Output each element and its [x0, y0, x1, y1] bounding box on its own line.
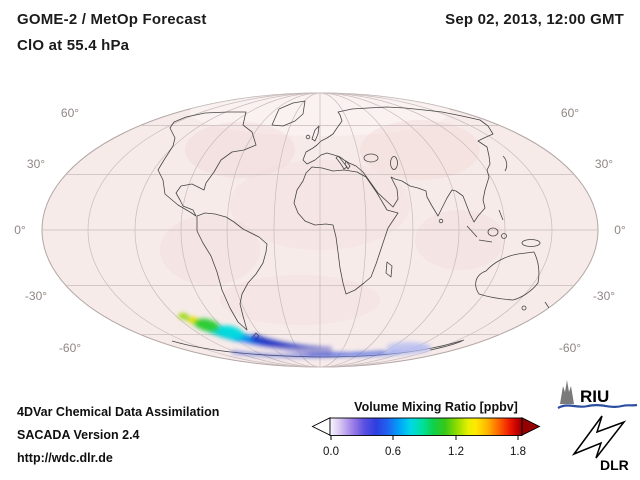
colorbar-title: Volume Mixing Ratio [ppbv]: [354, 400, 518, 414]
riu-logo-text: RIU: [580, 387, 609, 406]
tick-label: 0.6: [385, 446, 401, 458]
colorbar-overflow-arrow: [521, 417, 541, 436]
colorbar-scale: 0.0 0.6 1.2 1.8: [311, 417, 541, 458]
dlr-wing-icon: [571, 415, 627, 459]
riu-wave-icon: [557, 403, 638, 409]
lat-label: -60°: [59, 341, 81, 355]
lat-label: 60°: [61, 106, 79, 120]
version-label: SACADA Version 2.4: [17, 428, 140, 442]
page-subtitle: ClO at 55.4 hPa: [17, 37, 130, 54]
lat-label: 30°: [595, 157, 613, 171]
footer-info: 4DVar Chemical Data Assimilation SACADA …: [17, 401, 219, 470]
lat-label: 60°: [561, 106, 579, 120]
lat-label: -30°: [25, 289, 47, 303]
dlr-logo: DLR: [571, 415, 629, 473]
lat-label: 0°: [14, 223, 26, 237]
assimilation-label: 4DVar Chemical Data Assimilation: [17, 405, 220, 419]
graticule: [42, 92, 598, 368]
colorbar: Volume Mixing Ratio [ppbv] 0.0 0.6 1.2 1…: [310, 400, 562, 468]
lat-label: -30°: [593, 289, 615, 303]
lat-label: -60°: [559, 341, 581, 355]
colorbar-tick-marks: [330, 435, 519, 440]
cathedral-icon: [560, 380, 574, 404]
tick-label: 0.0: [323, 446, 339, 458]
colorbar-tick-labels: 0.0 0.6 1.2 1.8: [323, 446, 526, 458]
tick-label: 1.2: [448, 446, 464, 458]
colorbar-underflow-arrow: [311, 417, 331, 436]
latitude-labels: 60° 30° 0° -30° -60° 60° 30° 0° -30° -60…: [14, 106, 626, 355]
lat-label: 30°: [27, 157, 45, 171]
clo-plume: [178, 313, 431, 358]
lat-label: 0°: [614, 223, 626, 237]
colorbar-gradient-bar: [329, 417, 523, 436]
forecast-datetime: Sep 02, 2013, 12:00 GMT: [445, 11, 624, 28]
dlr-logo-text: DLR: [600, 457, 629, 473]
page-title: GOME-2 / MetOp Forecast: [17, 11, 207, 28]
riu-logo: RIU: [557, 380, 638, 409]
tick-label: 1.8: [510, 446, 526, 458]
website-url: http://wdc.dlr.de: [17, 451, 113, 465]
